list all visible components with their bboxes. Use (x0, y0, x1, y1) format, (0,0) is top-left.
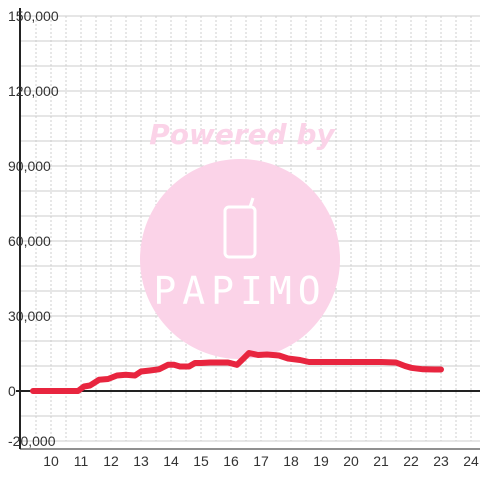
x-tick-label: 19 (313, 453, 329, 469)
y-tick-label: 0 (8, 383, 16, 399)
phone-icon-antenna (248, 197, 255, 208)
x-tick-label: 22 (403, 453, 419, 469)
x-tick-label: 12 (103, 453, 119, 469)
x-tick-label: 17 (253, 453, 269, 469)
watermark-logo-text: PAPIMO (153, 269, 326, 313)
x-tick-label: 15 (193, 453, 209, 469)
watermark: Powered by PAPIMO (140, 118, 340, 359)
y-tick-label: 30,000 (8, 308, 51, 324)
tick-labels: 10 11 12 13 14 15 16 17 18 19 20 21 22 23 24 150,000 120… (8, 8, 479, 469)
x-tick-label: 18 (283, 453, 299, 469)
y-tick-label: 60,000 (8, 233, 51, 249)
watermark-circle (140, 159, 340, 359)
series-line (30, 350, 444, 394)
y-tick-label: 90,000 (8, 158, 51, 174)
x-tick-label: 10 (43, 453, 59, 469)
phone-icon-body (223, 205, 257, 259)
x-tick-label: 13 (133, 453, 149, 469)
y-tick-label: 120,000 (8, 83, 59, 99)
x-tick-label: 20 (343, 453, 359, 469)
series-layer (30, 350, 444, 394)
x-tick-label: 24 (463, 453, 479, 469)
x-tick-label: 14 (163, 453, 179, 469)
x-tick-label: 21 (373, 453, 389, 469)
y-tick-label: -20,000 (8, 433, 56, 449)
y-tick-label: 150,000 (8, 8, 59, 24)
x-tick-label: 16 (223, 453, 239, 469)
x-tick-label: 23 (433, 453, 449, 469)
axes (16, 8, 480, 450)
phone-icon (223, 197, 257, 259)
watermark-powered-by-text: Powered by (149, 118, 336, 151)
x-tick-label: 11 (74, 453, 89, 469)
